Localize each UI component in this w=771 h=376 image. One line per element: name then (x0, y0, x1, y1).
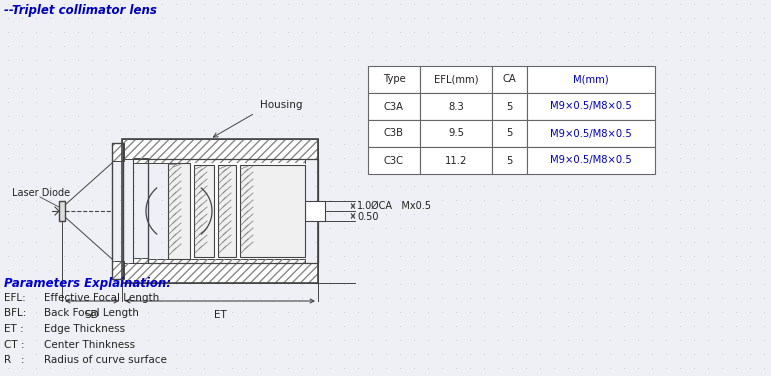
Text: Edge Thickness: Edge Thickness (44, 324, 125, 334)
Bar (122, 139, 318, 159)
Bar (133, 158, 148, 163)
Bar (420, 120, 492, 147)
Text: EFL:: EFL: (4, 293, 25, 303)
Bar (492, 120, 527, 147)
Text: 0.50: 0.50 (357, 212, 379, 222)
Bar (133, 258, 148, 263)
Bar (368, 147, 420, 174)
Bar (492, 66, 527, 93)
Text: M(mm): M(mm) (573, 74, 609, 85)
Bar (133, 159, 148, 263)
Bar (305, 201, 325, 221)
Text: M9×0.5/M8×0.5: M9×0.5/M8×0.5 (550, 156, 632, 165)
Text: C3B: C3B (384, 129, 404, 138)
Text: C3A: C3A (384, 102, 404, 112)
Bar (168, 163, 305, 259)
Bar (218, 165, 236, 257)
Text: CT :: CT : (4, 340, 25, 350)
Bar (148, 159, 305, 163)
Text: Parameters Explaination:: Parameters Explaination: (4, 277, 171, 290)
Text: M9×0.5/M8×0.5: M9×0.5/M8×0.5 (550, 129, 632, 138)
Text: 11.2: 11.2 (445, 156, 467, 165)
Text: Back Focal Length: Back Focal Length (44, 308, 139, 318)
Text: 5: 5 (507, 102, 513, 112)
Bar (112, 143, 124, 161)
Bar (112, 261, 124, 279)
Bar (492, 147, 527, 174)
Bar (133, 158, 148, 163)
Text: ØCA   Mx0.5: ØCA Mx0.5 (371, 201, 431, 211)
Bar (133, 258, 148, 263)
Text: Type: Type (382, 74, 406, 85)
Bar (420, 147, 492, 174)
Text: BFL:: BFL: (4, 308, 26, 318)
Bar (368, 93, 420, 120)
Bar (122, 263, 318, 283)
Bar (492, 93, 527, 120)
Text: ET: ET (214, 310, 227, 320)
Bar (368, 120, 420, 147)
Bar (148, 259, 305, 263)
Bar (527, 66, 655, 93)
Bar (368, 66, 420, 93)
Text: EFL(mm): EFL(mm) (434, 74, 478, 85)
Text: Center Thinkness: Center Thinkness (44, 340, 135, 350)
Text: Laser Diode: Laser Diode (12, 188, 70, 198)
Bar (122, 263, 318, 283)
Text: M9×0.5/M8×0.5: M9×0.5/M8×0.5 (550, 102, 632, 112)
Bar (112, 143, 124, 161)
Text: C3C: C3C (384, 156, 404, 165)
Bar (148, 159, 305, 163)
Text: 1.0: 1.0 (357, 201, 372, 211)
Bar (194, 165, 214, 257)
Bar (420, 93, 492, 120)
Text: 5: 5 (507, 129, 513, 138)
Bar (122, 139, 318, 159)
Text: ET :: ET : (4, 324, 24, 334)
Bar (527, 147, 655, 174)
Bar (112, 261, 124, 279)
Bar (122, 139, 318, 283)
Text: Effective Focal Length: Effective Focal Length (44, 293, 160, 303)
Bar (148, 159, 318, 263)
Text: 9.5: 9.5 (448, 129, 464, 138)
Bar (240, 165, 305, 257)
Bar (527, 120, 655, 147)
Bar (112, 143, 123, 279)
Text: --Triplet collimator lens: --Triplet collimator lens (4, 4, 157, 17)
Text: 5: 5 (507, 156, 513, 165)
Bar (420, 66, 492, 93)
Text: 8.3: 8.3 (448, 102, 464, 112)
Bar (59, 201, 65, 221)
Bar (527, 93, 655, 120)
Text: Housing: Housing (260, 100, 302, 110)
Text: SD: SD (85, 310, 99, 320)
Text: R   :: R : (4, 355, 25, 365)
Text: Radius of curve surface: Radius of curve surface (44, 355, 167, 365)
Bar (168, 163, 190, 259)
Text: CA: CA (503, 74, 517, 85)
Bar (148, 259, 305, 263)
